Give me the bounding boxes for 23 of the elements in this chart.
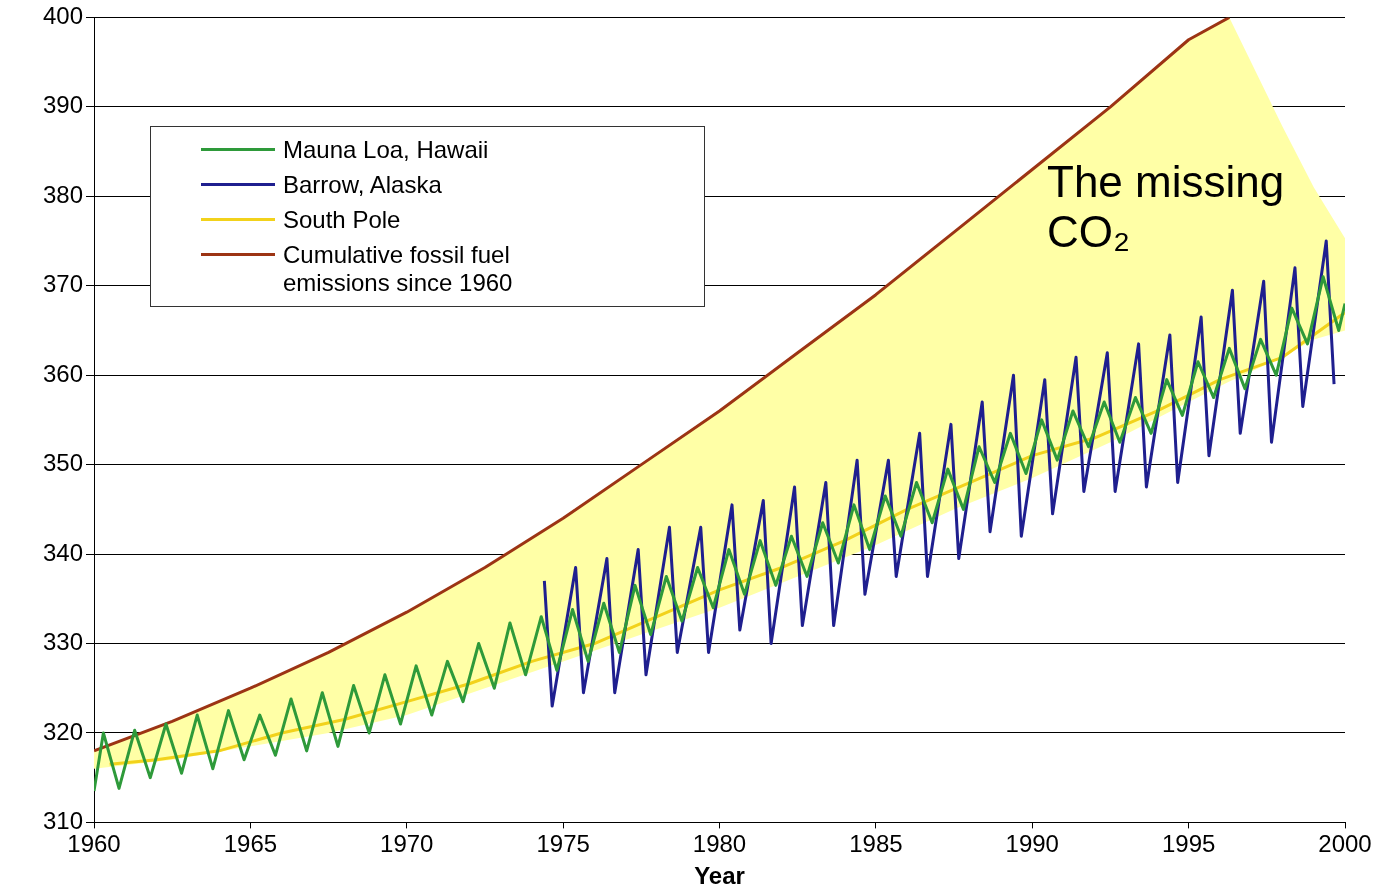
y-tick-label: 320 bbox=[42, 717, 83, 745]
x-tick-label: 1980 bbox=[692, 830, 747, 858]
annotation: The missing CO₂ bbox=[1047, 157, 1285, 257]
y-tick-label: 360 bbox=[42, 359, 83, 387]
x-tick-label: 1990 bbox=[1005, 830, 1059, 858]
x-tick-label: 1970 bbox=[380, 830, 434, 858]
y-tick-label: 390 bbox=[42, 91, 83, 119]
legend-label: Mauna Loa, Hawaii bbox=[283, 136, 490, 164]
y-tick-label: 350 bbox=[42, 449, 83, 477]
y-tick-label: 340 bbox=[42, 538, 83, 566]
y-tick-label: 330 bbox=[42, 628, 83, 656]
legend-label: South Pole bbox=[283, 206, 402, 234]
y-tick-label: 370 bbox=[42, 270, 83, 298]
y-tick-label: 380 bbox=[42, 180, 83, 208]
legend-label: Barrow, Alaska bbox=[283, 171, 443, 199]
x-tick-label: 2000 bbox=[1318, 830, 1372, 858]
x-tick-label: 1985 bbox=[849, 830, 903, 858]
y-tick-label: 400 bbox=[42, 2, 83, 30]
legend-label: Cumulative fossil fuel emissions since 1960 bbox=[283, 241, 514, 297]
x-axis-title: Year bbox=[694, 862, 745, 890]
x-tick-label: 1995 bbox=[1161, 830, 1216, 858]
x-tick-label: 1975 bbox=[536, 830, 590, 858]
x-tick-label: 1965 bbox=[223, 830, 278, 858]
